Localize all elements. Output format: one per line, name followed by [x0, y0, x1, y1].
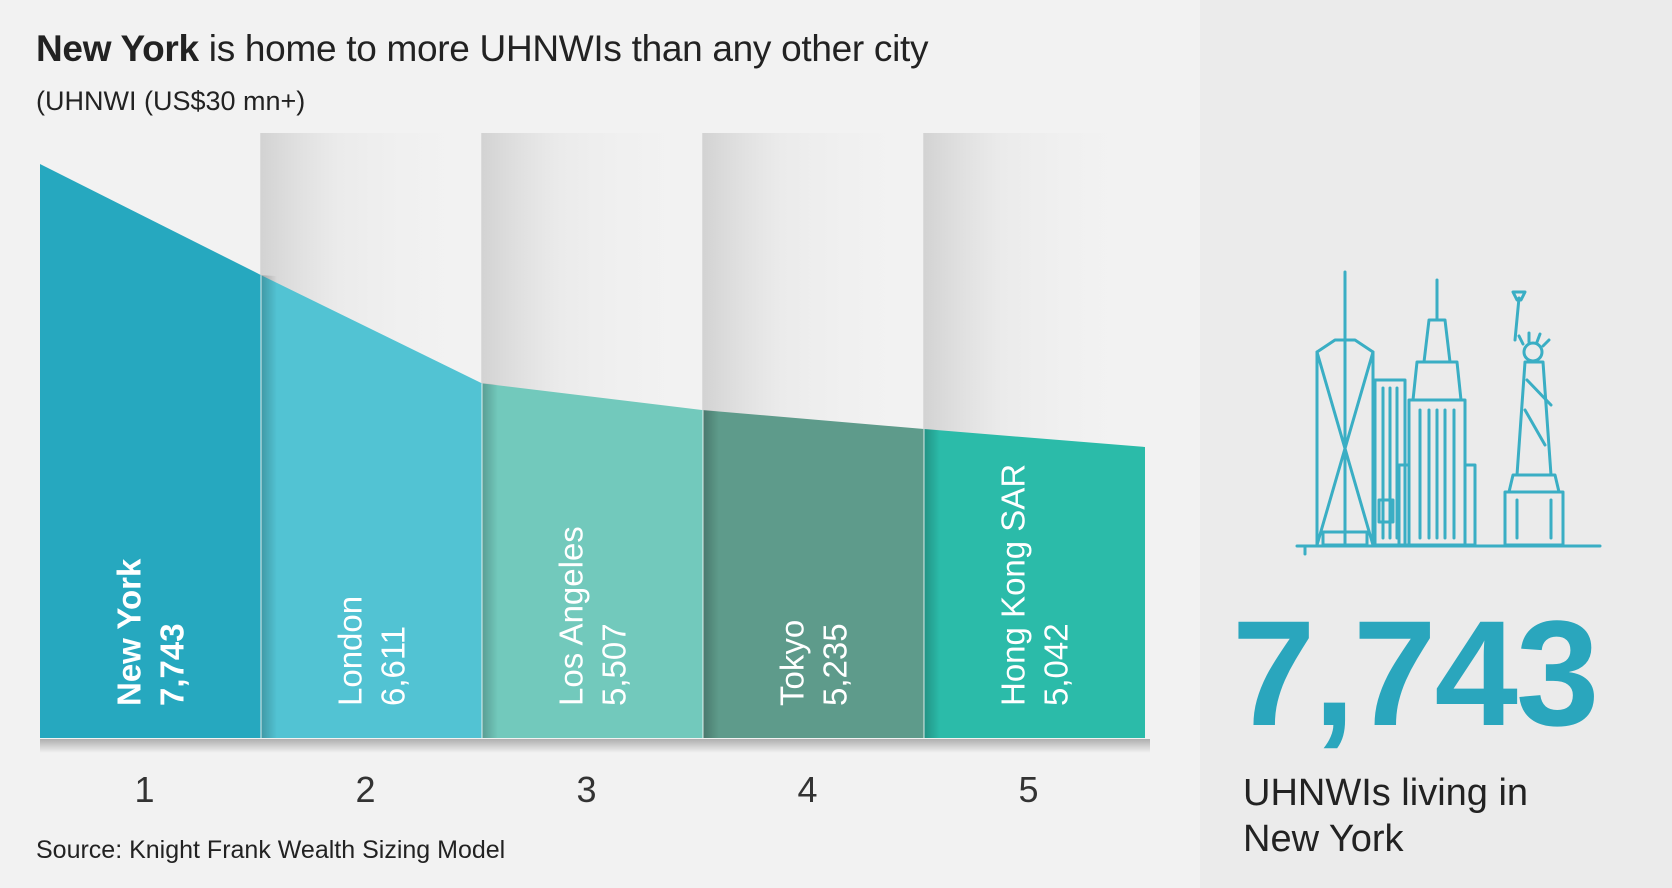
- bar: [261, 275, 482, 738]
- x-tick-label: 3: [576, 769, 596, 810]
- title-bold: New York: [36, 28, 199, 69]
- bar-value-label: 6,611: [375, 626, 412, 706]
- bar-value-label: 7,743: [154, 623, 191, 706]
- bar: [482, 383, 703, 738]
- source-note: Source: Knight Frank Wealth Sizing Model: [36, 836, 506, 864]
- bar: [40, 164, 261, 738]
- highlight-caption: UHNWIs living in New York: [1243, 772, 1529, 860]
- bar-edge-shade: [924, 429, 940, 738]
- x-tick-label: 1: [134, 769, 154, 810]
- chart-subtitle: (UHNWI (US$30 mn+): [36, 86, 306, 116]
- bar-edge-shade: [261, 275, 277, 738]
- bar-value-label: 5,042: [1038, 623, 1075, 706]
- bar-city-label: Hong Kong SAR: [995, 464, 1032, 706]
- x-tick-label: 5: [1018, 769, 1038, 810]
- bar-city-label: Los Angeles: [553, 526, 590, 706]
- floor-shadow: [40, 739, 1150, 753]
- bar: [924, 429, 1145, 738]
- bar-city-label: Tokyo: [774, 620, 811, 706]
- bar-city-label: New York: [111, 558, 148, 706]
- x-tick-label: 2: [355, 769, 375, 810]
- new-york-skyline-icon: [1295, 270, 1602, 556]
- x-tick-label: 4: [797, 769, 817, 810]
- bar-chart: New York 7,743 London 6,611 Los Angeles 5,507…: [40, 133, 1150, 810]
- bar-value-label: 5,235: [817, 623, 854, 706]
- highlight-number: 7,743: [1232, 589, 1599, 757]
- chart-title: New York is home to more UHNWIs than any…: [36, 28, 929, 70]
- title-rest: is home to more UHNWIs than any other ci…: [198, 28, 929, 69]
- bar: [703, 410, 924, 738]
- bar-edge-shade: [703, 410, 719, 738]
- bar-edge-shade: [482, 383, 498, 738]
- bar-value-label: 5,507: [596, 623, 633, 706]
- bar-city-label: London: [332, 596, 369, 706]
